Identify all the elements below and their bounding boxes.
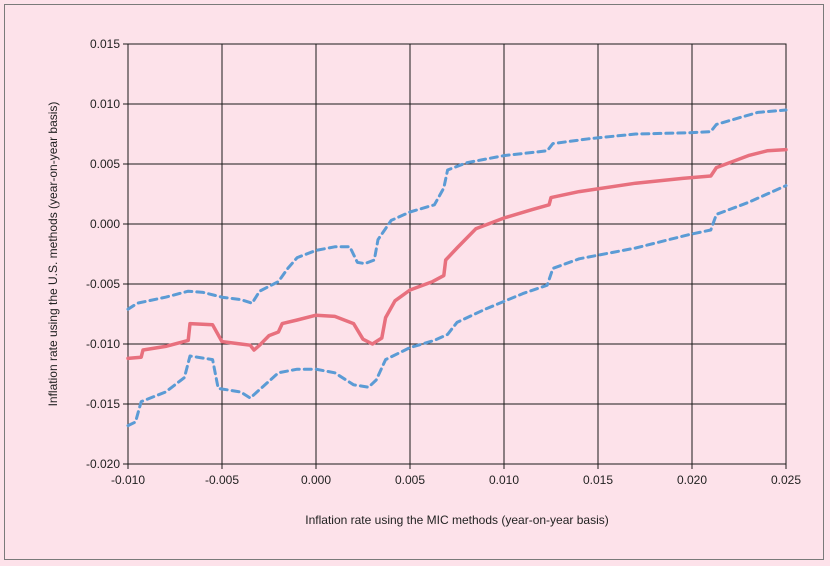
y-tick-label: -0.010 bbox=[86, 337, 120, 351]
x-tick-label: -0.005 bbox=[205, 473, 239, 487]
y-axis: 0.015 0.010 0.005 0.000 -0.005 -0.010 -0.015 -0… bbox=[86, 37, 128, 471]
x-tick-label: -0.010 bbox=[111, 473, 145, 487]
x-tick-label: 0.005 bbox=[395, 473, 425, 487]
x-tick-label: 0.025 bbox=[771, 473, 801, 487]
y-tick-label: 0.005 bbox=[90, 157, 120, 171]
confidence-band-line-2 bbox=[126, 184, 788, 428]
x-tick-label: 0.020 bbox=[677, 473, 707, 487]
y-tick-label: 0.000 bbox=[90, 217, 120, 231]
y-tick-label: -0.015 bbox=[86, 397, 120, 411]
plot-area bbox=[127, 43, 787, 465]
x-axis-title: Inflation rate using the MIC methods (ye… bbox=[305, 513, 608, 527]
series-lines bbox=[126, 108, 788, 428]
x-axis: -0.010 -0.005 0.000 0.005 0.010 0.015 0.020 0.0… bbox=[111, 464, 801, 487]
y-tick-label: -0.020 bbox=[86, 457, 120, 471]
x-tick-label: 0.015 bbox=[583, 473, 613, 487]
y-tick-label: 0.010 bbox=[90, 97, 120, 111]
y-tick-label: 0.015 bbox=[90, 37, 120, 51]
confidence-band-line-1 bbox=[126, 108, 788, 311]
y-axis-title: Inflation rate using the U.S. methods (y… bbox=[46, 102, 60, 407]
grid-lines bbox=[127, 43, 787, 465]
x-tick-label: 0.000 bbox=[301, 473, 331, 487]
chart-frame bbox=[4, 4, 824, 560]
x-tick-label: 0.010 bbox=[489, 473, 519, 487]
central-estimate-line bbox=[126, 147, 788, 361]
y-tick-label: -0.005 bbox=[86, 277, 120, 291]
